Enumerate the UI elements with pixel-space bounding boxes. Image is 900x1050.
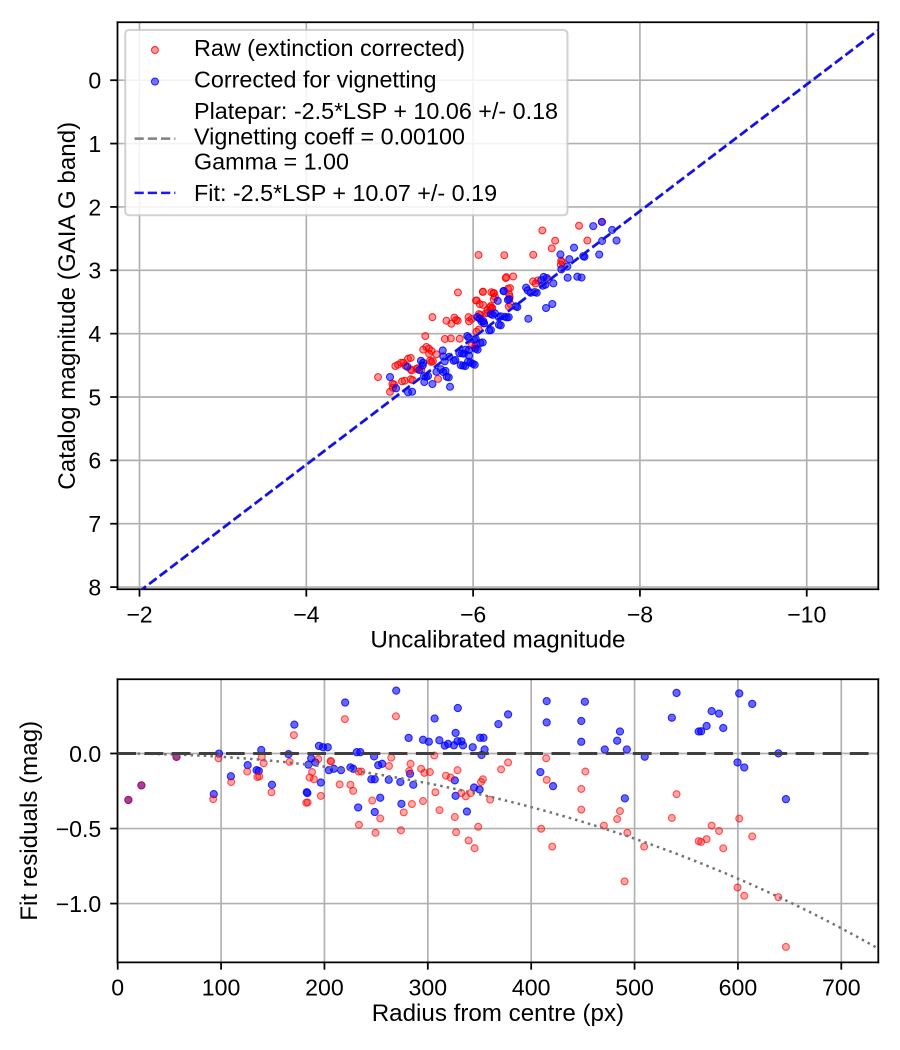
svg-text:Radius from centre (px): Radius from centre (px) — [372, 1000, 624, 1027]
svg-text:Raw (extinction corrected): Raw (extinction corrected) — [194, 35, 465, 61]
svg-text:Corrected for vignetting: Corrected for vignetting — [194, 67, 436, 93]
svg-text:200: 200 — [305, 974, 344, 1000]
svg-text:Catalog magnitude (GAIA G band: Catalog magnitude (GAIA G band) — [54, 122, 81, 490]
svg-text:100: 100 — [202, 974, 241, 1000]
svg-text:8: 8 — [88, 574, 101, 600]
svg-text:Uncalibrated magnitude: Uncalibrated magnitude — [370, 627, 625, 654]
svg-text:Vignetting coeff = 0.00100: Vignetting coeff = 0.00100 — [194, 123, 465, 149]
svg-text:Platepar: -2.5*LSP + 10.06 +/-: Platepar: -2.5*LSP + 10.06 +/- 0.18 — [194, 98, 558, 124]
svg-text:−1.0: −1.0 — [56, 891, 102, 917]
svg-text:−4: −4 — [293, 601, 319, 627]
svg-text:7: 7 — [88, 511, 101, 537]
svg-text:600: 600 — [719, 974, 758, 1000]
svg-text:Fit: -2.5*LSP + 10.07 +/- 0.19: Fit: -2.5*LSP + 10.07 +/- 0.19 — [194, 180, 497, 206]
svg-text:−8: −8 — [627, 601, 653, 627]
svg-text:−2: −2 — [126, 601, 152, 627]
svg-text:1: 1 — [88, 131, 101, 157]
svg-text:700: 700 — [822, 974, 861, 1000]
svg-text:300: 300 — [409, 974, 448, 1000]
svg-text:0: 0 — [111, 974, 124, 1000]
svg-text:Fit residuals (mag): Fit residuals (mag) — [16, 721, 43, 921]
svg-text:500: 500 — [615, 974, 654, 1000]
svg-text:400: 400 — [512, 974, 551, 1000]
svg-text:−0.5: −0.5 — [56, 816, 102, 842]
svg-text:0.0: 0.0 — [69, 741, 101, 767]
svg-text:3: 3 — [88, 258, 101, 284]
svg-text:0: 0 — [88, 68, 101, 94]
svg-text:−6: −6 — [460, 601, 486, 627]
svg-text:6: 6 — [88, 448, 101, 474]
svg-text:4: 4 — [88, 321, 101, 347]
svg-text:Gamma = 1.00: Gamma = 1.00 — [194, 149, 349, 175]
svg-text:2: 2 — [88, 194, 101, 220]
svg-text:5: 5 — [88, 384, 101, 410]
svg-text:−10: −10 — [787, 601, 826, 627]
